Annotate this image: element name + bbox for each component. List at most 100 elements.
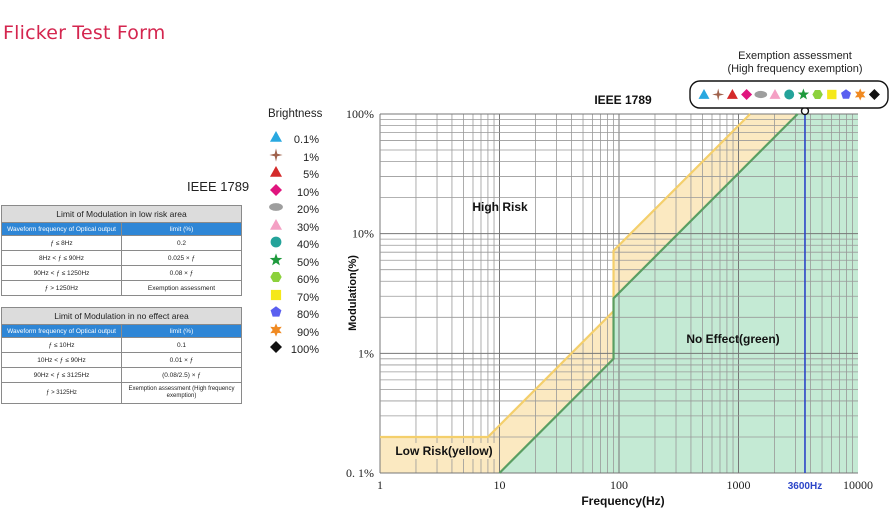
circle-marker-icon: [270, 236, 282, 248]
x-tick-label: 1: [377, 478, 383, 492]
table-row: ƒ > 3125Hz Exemption assessment (High fr…: [1, 382, 242, 404]
diamond-icon: [868, 89, 880, 100]
legend-item: 80%: [263, 303, 322, 321]
triangle-icon: [726, 89, 738, 99]
x-tick-label: 100: [610, 478, 628, 492]
square-icon: [270, 289, 282, 300]
table-title: IEEE 1789: [187, 179, 250, 194]
legend-label: 80%: [296, 309, 319, 321]
legend-label: 90%: [296, 326, 319, 339]
legend-label: 100%: [290, 344, 319, 356]
star4-icon: [712, 88, 725, 101]
legend-item: 50%: [263, 251, 322, 269]
table-row: ƒ ≤ 8Hz 0.2: [1, 235, 242, 251]
triangle-marker-icon: [270, 166, 282, 177]
table-cell: Exemption assessment: [121, 280, 242, 296]
label-background: [390, 443, 498, 459]
legend-item: 70%: [263, 286, 322, 304]
legend-label: 0.1%: [293, 134, 319, 146]
table-cell: Exemption assessment (High frequency exe…: [121, 382, 242, 404]
triangle-icon: [698, 89, 710, 99]
star5-marker-icon: [269, 252, 283, 265]
no-effect-area: [499, 114, 858, 473]
square-icon: [827, 89, 837, 100]
table-row: 90Hz < ƒ ≤ 3125Hz (0.08/2.5) × ƒ: [1, 367, 242, 383]
legend-item: 100%: [263, 338, 322, 356]
region-label: No Effect(green): [686, 332, 779, 346]
ellipse-icon: [269, 203, 283, 211]
triangle-marker-icon: [270, 218, 282, 230]
legend-label: 70%: [296, 291, 319, 304]
legend-item: 40%: [263, 233, 322, 251]
legend-item: 20%: [263, 198, 322, 216]
legend-item: 10%: [263, 181, 322, 199]
triangle-icon: [270, 131, 282, 142]
legend-label: 40%: [296, 239, 319, 251]
star5-icon: [269, 252, 283, 265]
legend-item: 5%: [263, 163, 322, 181]
legend-item: 30%: [263, 216, 322, 234]
legend-item: 90%: [263, 321, 322, 339]
exemption-title-line2: (High frequency exemption): [727, 63, 863, 75]
chart-title: IEEE 1789: [594, 93, 652, 107]
diamond-icon: [270, 341, 282, 353]
legend-label: 20%: [296, 204, 319, 216]
grid: [379, 113, 858, 474]
hexagon-icon: [270, 272, 282, 282]
star4-icon: [269, 147, 283, 162]
y-tick-label: 10%: [352, 227, 374, 241]
table-row: 8Hz < ƒ ≤ 90Hz 0.025 × ƒ: [1, 250, 242, 266]
star4-marker-icon: [269, 147, 283, 162]
region-label: High Risk: [472, 200, 528, 214]
table-section-title: Limit of Modulation in low risk area: [1, 205, 242, 223]
exemption-title-line1: Exemption assessment: [738, 50, 852, 62]
star5-icon: [797, 88, 810, 100]
triangle-icon: [270, 166, 282, 177]
brightness-legend: Brightness 0.1% 1% 5% 10% 20% 30% 40% 50% 60% 70%…: [263, 108, 322, 356]
ellipse-marker-icon: [269, 203, 283, 211]
legend-label: 30%: [296, 221, 319, 234]
x-tick-label: 10000: [843, 478, 873, 492]
diamond-marker-icon: [270, 183, 282, 196]
star6-icon: [854, 88, 866, 101]
legend-title: Brightness: [268, 108, 323, 120]
diamond-icon: [741, 89, 753, 100]
y-tick-label: 0. 1%: [346, 466, 374, 480]
table-row: 10Hz < ƒ ≤ 90Hz 0.01 × ƒ: [1, 352, 242, 368]
frequency-marker-label: 3600Hz: [788, 481, 822, 492]
ellipse-icon: [754, 90, 768, 99]
table-row: ƒ > 1250Hz Exemption assessment: [1, 280, 242, 296]
low-risk-limit-table: Limit of Modulation in low risk area Wav…: [1, 205, 242, 296]
triangle-icon: [769, 89, 781, 99]
region-label: Low Risk(yellow): [395, 444, 492, 458]
y-tick-label: 100%: [346, 107, 374, 121]
legend-label: 60%: [296, 274, 319, 286]
legend-label: 1%: [303, 151, 319, 164]
legend-item: 1%: [263, 146, 322, 164]
legend-item: 0.1%: [263, 128, 322, 146]
column-header-frequency: Waveform frequency of Optical output: [1, 222, 122, 236]
hexagon-marker-icon: [270, 272, 282, 282]
star6-marker-icon: [270, 322, 282, 337]
legend-items: 0.1% 1% 5% 10% 20% 30% 40% 50% 60% 70% 80% 90% 100%: [263, 128, 322, 356]
pentagon-icon: [841, 89, 851, 99]
legend-label: 50%: [296, 256, 319, 269]
pentagon-icon: [270, 306, 282, 317]
square-marker-icon: [270, 289, 282, 300]
x-tick-label: 1000: [727, 478, 751, 492]
triangle-icon: [270, 218, 282, 230]
legend-item: 60%: [263, 268, 322, 286]
x-tick-label: 10: [494, 478, 506, 492]
x-axis-label: Frequency(Hz): [581, 494, 664, 508]
no-effect-limit-table: Limit of Modulation in no effect area Wa…: [1, 307, 242, 404]
table-cell: ƒ > 3125Hz: [1, 382, 122, 404]
legend-label: 5%: [303, 169, 319, 181]
column-header-limit: limit (%): [121, 222, 242, 236]
diamond-icon: [270, 183, 282, 196]
star6-icon: [270, 322, 282, 337]
pentagon-marker-icon: [270, 306, 282, 317]
circle-icon: [784, 89, 795, 100]
y-axis-label: Modulation(%): [347, 255, 359, 331]
exemption-markers: [698, 88, 880, 101]
